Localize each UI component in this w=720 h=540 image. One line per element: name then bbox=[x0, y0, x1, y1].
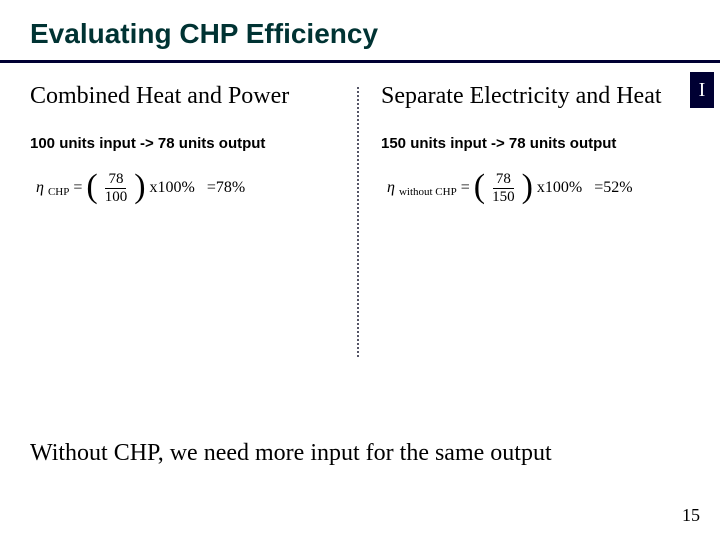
right-heading: Separate Electricity and Heat bbox=[381, 83, 690, 111]
result: =52% bbox=[594, 179, 632, 197]
fraction: 78 100 bbox=[102, 172, 131, 205]
left-subheading: 100 units input -> 78 units output bbox=[30, 135, 339, 152]
denominator: 100 bbox=[102, 189, 131, 205]
eta-symbol: η bbox=[387, 179, 395, 197]
result: =78% bbox=[207, 179, 245, 197]
fraction: 78 150 bbox=[489, 172, 518, 205]
right-column: Separate Electricity and Heat 150 units … bbox=[359, 83, 690, 383]
slide: Evaluating CHP Efficiency I Combined Hea… bbox=[0, 0, 720, 540]
numerator: 78 bbox=[493, 172, 514, 189]
left-heading: Combined Heat and Power bbox=[30, 83, 339, 111]
equals-sign: = bbox=[461, 179, 470, 197]
right-formula: ηwithout CHP = ( 78 150 ) x100% =52% bbox=[381, 172, 690, 205]
times-100: x100% bbox=[537, 179, 582, 197]
eta-subscript: CHP bbox=[48, 186, 69, 198]
right-subheading: 150 units input -> 78 units output bbox=[381, 135, 690, 152]
equals-sign: = bbox=[73, 179, 82, 197]
page-number: 15 bbox=[682, 505, 700, 526]
left-column: Combined Heat and Power 100 units input … bbox=[30, 83, 357, 383]
times-100: x100% bbox=[150, 179, 195, 197]
eta-subscript: without CHP bbox=[399, 186, 457, 198]
slide-title: Evaluating CHP Efficiency bbox=[0, 0, 720, 60]
numerator: 78 bbox=[105, 172, 126, 189]
eta-symbol: η bbox=[36, 179, 44, 197]
columns: Combined Heat and Power 100 units input … bbox=[30, 83, 690, 383]
conclusion-text: Without CHP, we need more input for the … bbox=[30, 440, 552, 467]
left-formula: ηCHP = ( 78 100 ) x100% =78% bbox=[30, 172, 339, 205]
denominator: 150 bbox=[489, 189, 518, 205]
content-area: Combined Heat and Power 100 units input … bbox=[0, 63, 720, 423]
